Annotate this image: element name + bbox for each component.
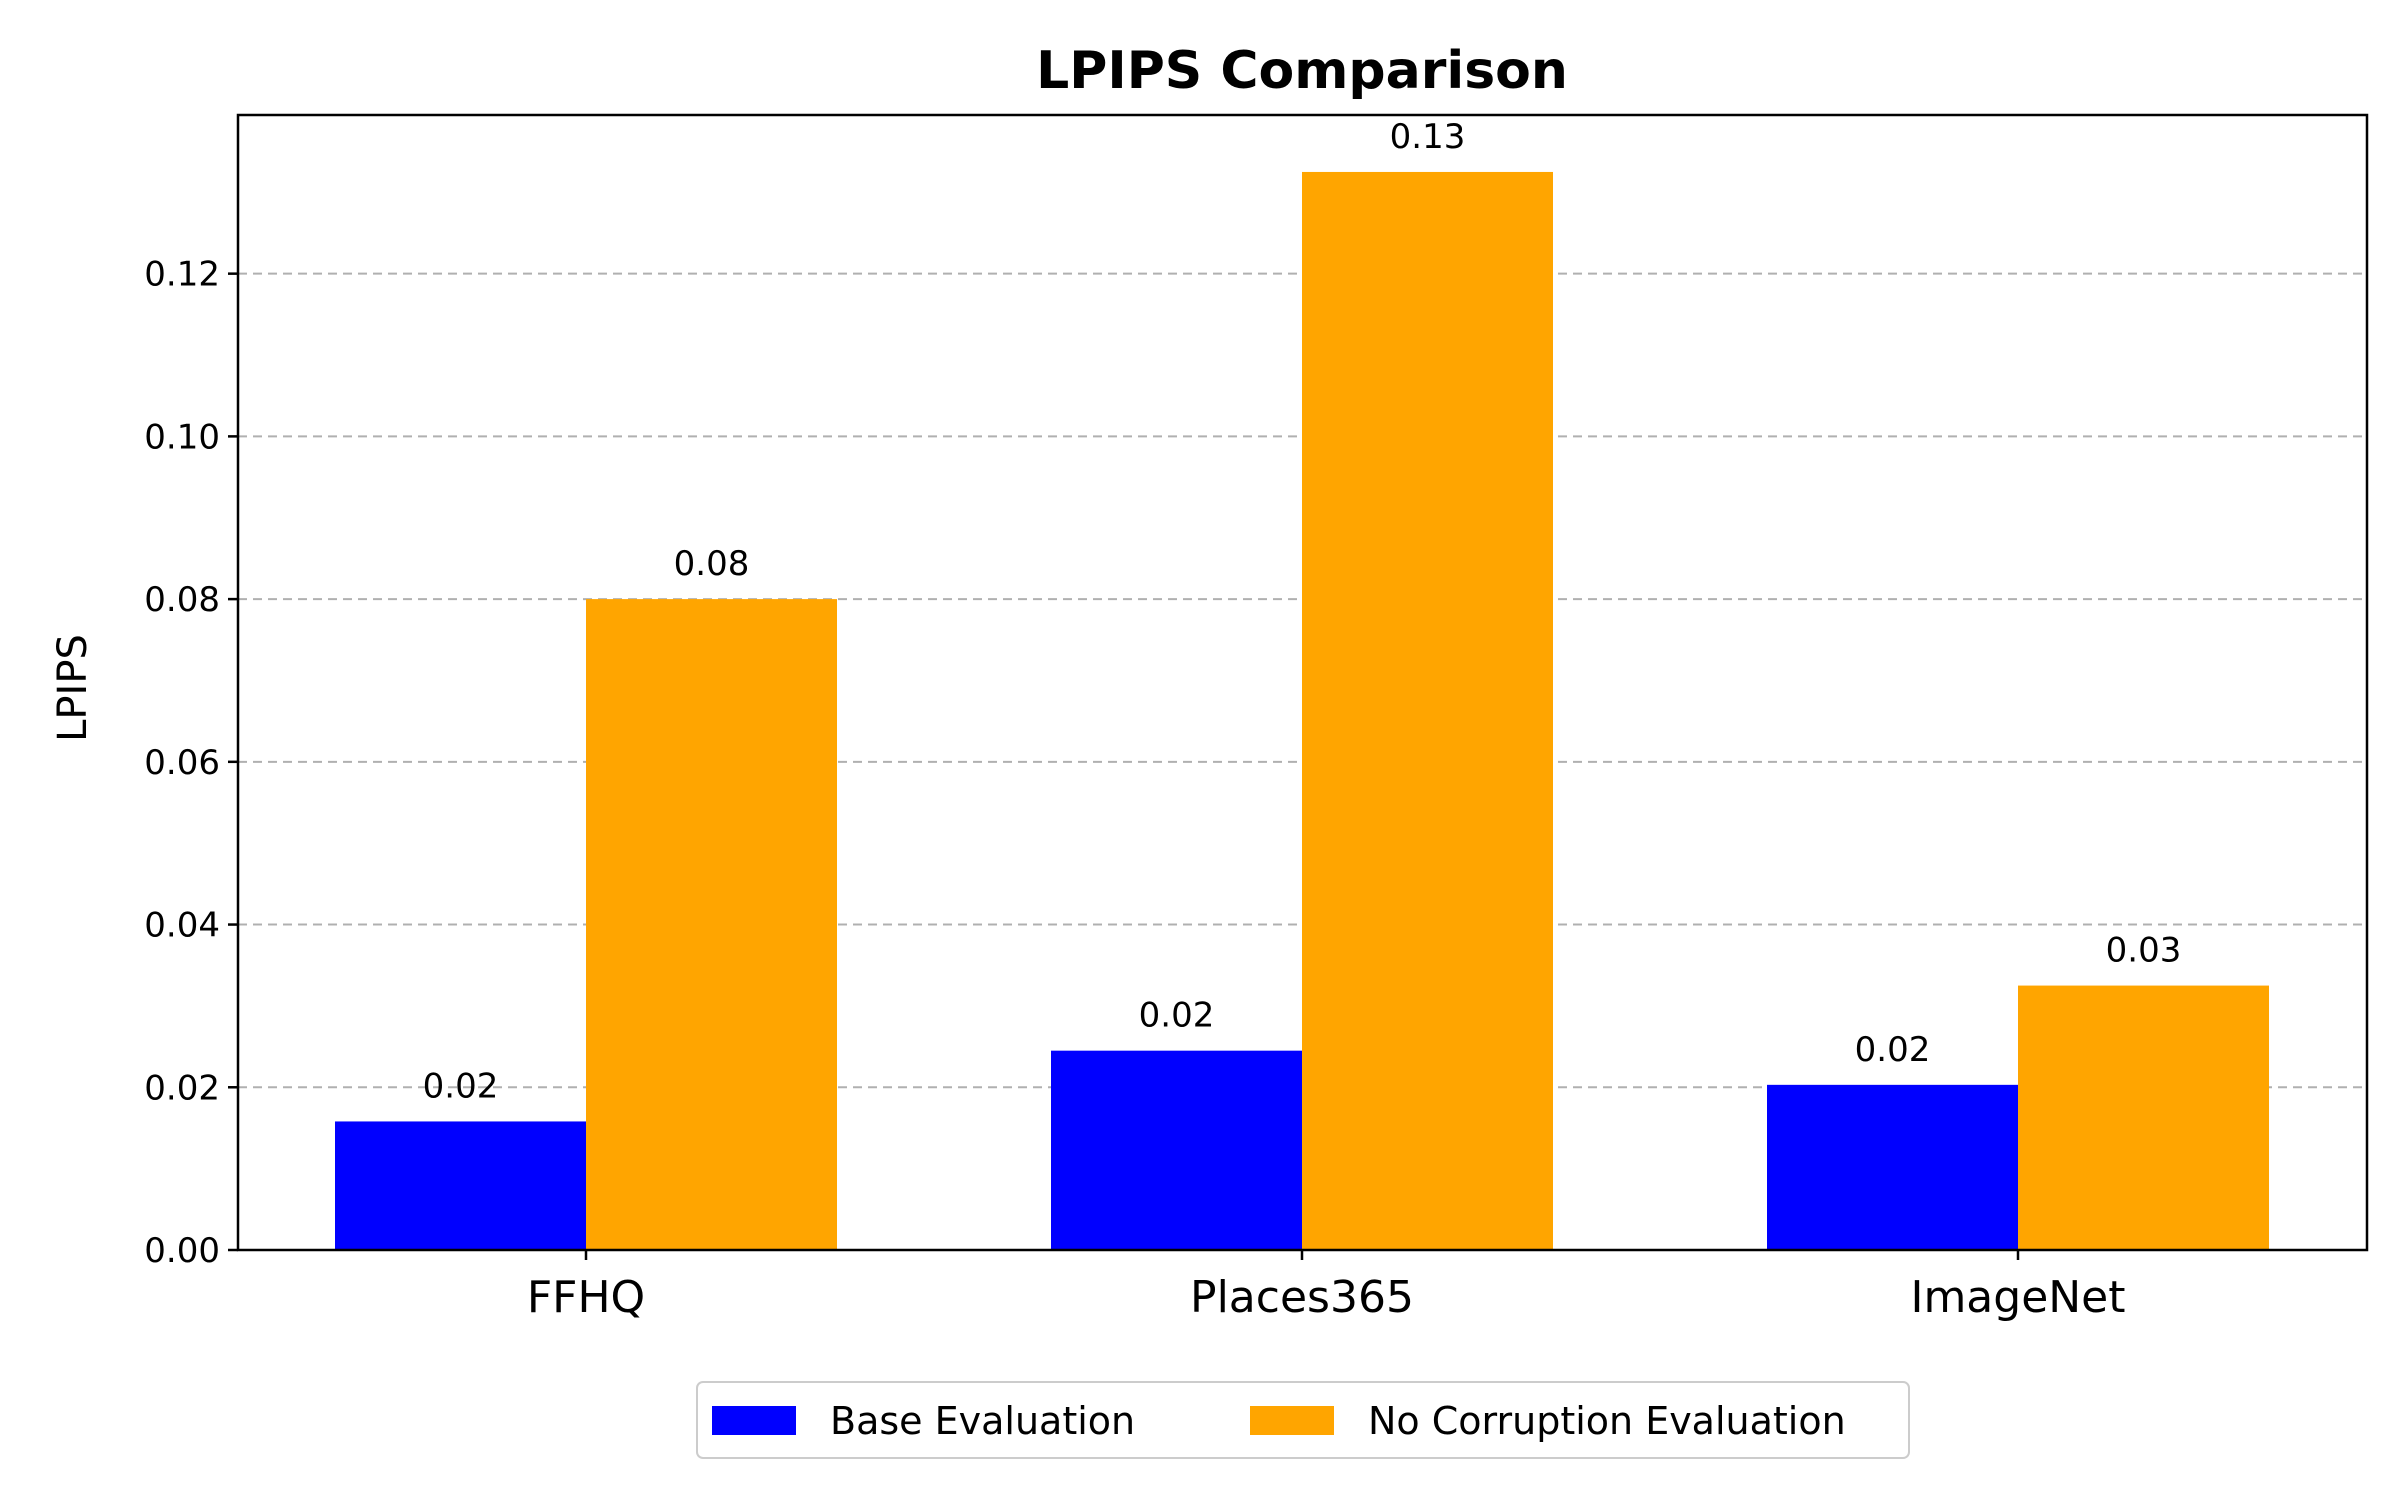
y-tick-label: 0.10 bbox=[144, 417, 220, 457]
y-tick-label: 0.02 bbox=[144, 1068, 220, 1108]
y-tick-label: 0.00 bbox=[144, 1231, 220, 1271]
x-tick-label: Places365 bbox=[1190, 1272, 1414, 1323]
bar-value-label: 0.13 bbox=[1390, 117, 1466, 157]
bar-value-label: 0.02 bbox=[1139, 996, 1215, 1036]
bar-base-evaluation bbox=[1051, 1050, 1302, 1250]
axis-ticks: 0.00 0.02 0.04 0.06 0.08 0.10 0.12 FFHQ Places36… bbox=[144, 255, 2125, 1323]
y-tick-label: 0.12 bbox=[144, 255, 220, 295]
bars bbox=[335, 171, 2269, 1251]
chart-title: LPIPS Comparison bbox=[1036, 41, 1568, 101]
bar-value-label: 0.02 bbox=[1855, 1030, 1931, 1070]
bar-no-corruption-evaluation bbox=[1302, 171, 1553, 1251]
y-tick-label: 0.06 bbox=[144, 743, 220, 783]
bar-base-evaluation bbox=[335, 1121, 586, 1250]
y-tick-label: 0.08 bbox=[144, 580, 220, 620]
bar-no-corruption-evaluation bbox=[586, 599, 837, 1250]
legend-label: Base Evaluation bbox=[830, 1399, 1135, 1443]
bar-value-label: 0.03 bbox=[2106, 931, 2182, 971]
bar-no-corruption-evaluation bbox=[2018, 985, 2269, 1250]
bar-value-label: 0.08 bbox=[674, 544, 750, 584]
bar-base-evaluation bbox=[1767, 1084, 2018, 1250]
legend-swatch bbox=[1250, 1406, 1334, 1435]
x-tick-label: FFHQ bbox=[527, 1272, 645, 1323]
y-tick-label: 0.04 bbox=[144, 906, 220, 946]
x-tick-label: ImageNet bbox=[1910, 1272, 2125, 1323]
legend-label: No Corruption Evaluation bbox=[1368, 1399, 1846, 1443]
bar-value-labels: 0.02 0.08 0.02 0.13 0.02 0.03 bbox=[423, 117, 2182, 1106]
legend: Base Evaluation No Corruption Evaluation bbox=[696, 1381, 1910, 1459]
y-axis-label: LPIPS bbox=[50, 634, 96, 742]
bar-value-label: 0.02 bbox=[423, 1066, 499, 1106]
legend-swatch bbox=[712, 1406, 796, 1435]
